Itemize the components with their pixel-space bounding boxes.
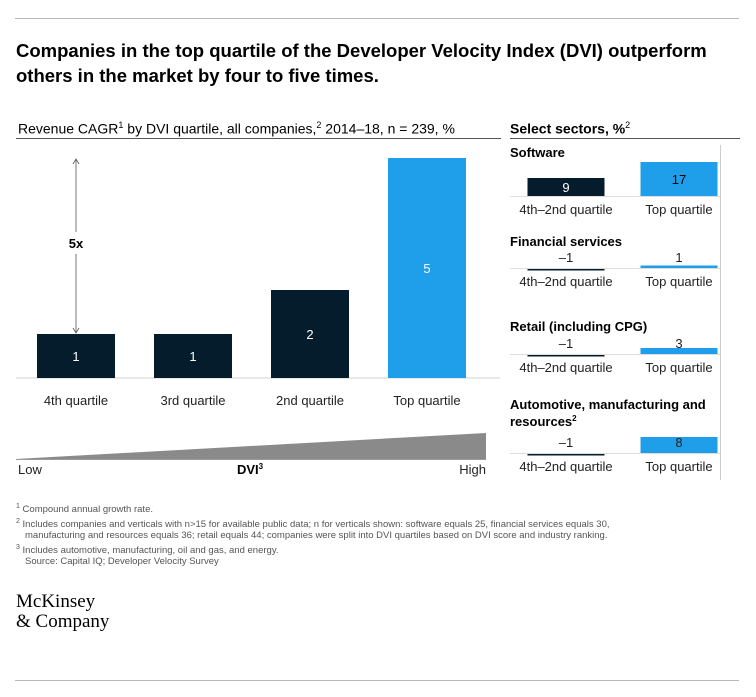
axis-title-sup: 3 — [259, 462, 264, 471]
sector-2-value-1: –1 — [559, 250, 573, 265]
bar-4 — [388, 158, 466, 378]
mckinsey-logo: McKinsey & Company — [16, 592, 109, 632]
right-title-rule — [510, 138, 740, 139]
sector-4-value-1: –1 — [559, 435, 573, 450]
dvi-wedge — [16, 433, 486, 459]
category-label-3: 2nd quartile — [276, 393, 344, 408]
annotation-5x: 5x — [69, 236, 84, 251]
category-label-1: 4th quartile — [44, 393, 108, 408]
sector-4-bar-2 — [640, 437, 718, 453]
sector-2-bar-2 — [640, 265, 718, 268]
logo-line-2: & Company — [16, 611, 110, 632]
left-title-rest: 2014–18, n = 239, % — [321, 120, 455, 137]
sector-title-line-2: resources — [510, 414, 572, 429]
sector-1-bar-2 — [640, 162, 718, 196]
footnote-2: 2 Includes companies and verticals with … — [16, 516, 610, 531]
bar-2 — [154, 334, 232, 378]
left-title-sup1: 1 — [118, 120, 124, 130]
sector-title-sup: 2 — [572, 414, 577, 423]
sector-1-value-2: 17 — [672, 172, 686, 187]
footnote-2-text-a: Includes companies and verticals with n>… — [22, 518, 610, 530]
sector-2-bar-1 — [527, 268, 605, 271]
sector-title-3: Retail (including CPG) — [510, 319, 647, 334]
sector-4-category-1: 4th–2nd quartile — [519, 459, 612, 474]
annotation-arrowhead-up — [72, 158, 80, 165]
footnote-1-text: Compound annual growth rate. — [22, 504, 153, 516]
annotation-arrowhead-down — [72, 327, 80, 334]
sector-title-line-1: Automotive, manufacturing and — [510, 397, 706, 412]
sector-2-category-2: Top quartile — [645, 274, 712, 289]
axis-low-label: Low — [18, 462, 42, 477]
bar-value-label-3: 2 — [306, 327, 313, 342]
bar-value-label-2: 1 — [189, 349, 196, 364]
footnote-1: 1 Compound annual growth rate. — [16, 501, 610, 516]
bar-1 — [37, 334, 115, 378]
sector-3-category-1: 4th–2nd quartile — [519, 360, 612, 375]
logo-line-1: McKinsey — [16, 591, 96, 612]
footnote-3: 3 Includes automotive, manufacturing, oi… — [16, 542, 610, 557]
category-label-4: Top quartile — [393, 393, 460, 408]
sector-3-value-1: –1 — [559, 336, 573, 351]
left-title-rule — [16, 138, 501, 139]
bar-value-label-1: 1 — [72, 349, 79, 364]
left-title-main: Revenue CAGR — [18, 120, 119, 137]
sector-1-bar-1 — [527, 178, 605, 196]
sector-4-bar-1 — [527, 453, 605, 456]
footnote-2-marker: 2 — [16, 517, 20, 525]
sector-2-category-1: 4th–2nd quartile — [519, 274, 612, 289]
axis-title-dvi: DVI3 — [237, 462, 264, 477]
sector-1-category-1: 4th–2nd quartile — [519, 202, 612, 217]
right-chart-title: Select sectors, %2 — [510, 116, 630, 138]
left-title-mid: by DVI quartile, all companies, — [123, 120, 317, 137]
sector-3-value-2: 3 — [675, 336, 682, 351]
sector-1-value-1: 9 — [562, 180, 569, 195]
bar-value-label-4: 5 — [423, 261, 430, 276]
footnote-3-text: Includes automotive, manufacturing, oil … — [22, 544, 279, 556]
sector-title-1: Software — [510, 145, 565, 160]
category-label-2: 3rd quartile — [160, 393, 225, 408]
sector-1-category-2: Top quartile — [645, 202, 712, 217]
sector-4-value-2: 8 — [675, 435, 682, 450]
axis-high-label: High — [459, 462, 486, 477]
top-rule — [15, 18, 739, 19]
sector-title-2: Financial services — [510, 234, 622, 249]
footnote-3-marker: 3 — [16, 543, 20, 551]
sector-4-category-2: Top quartile — [645, 459, 712, 474]
bar-3 — [271, 290, 349, 378]
sector-3-category-2: Top quartile — [645, 360, 712, 375]
left-title-sup2: 2 — [316, 120, 322, 130]
sector-2-value-2: 1 — [675, 250, 682, 265]
footnote-2-cont: manufacturing and resources equals 36; r… — [25, 530, 608, 542]
right-title-sup: 2 — [625, 120, 631, 130]
sector-title-4: Automotive, manufacturing and resources2 — [510, 397, 706, 429]
sector-3-bar-2 — [640, 348, 718, 354]
source-note: Source: Capital IQ; Developer Velocity S… — [25, 556, 219, 568]
bottom-rule — [15, 680, 739, 681]
axis-title-text: DVI — [237, 462, 259, 477]
headline: Companies in the top quartile of the Dev… — [16, 40, 707, 86]
sector-3-bar-1 — [527, 354, 605, 357]
left-chart-title: Revenue CAGR1 by DVI quartile, all compa… — [18, 116, 455, 138]
footnote-1-marker: 1 — [16, 503, 20, 510]
right-title-main: Select sectors, % — [510, 120, 626, 137]
footnotes: 1 Compound annual growth rate. 2 Include… — [16, 501, 610, 568]
